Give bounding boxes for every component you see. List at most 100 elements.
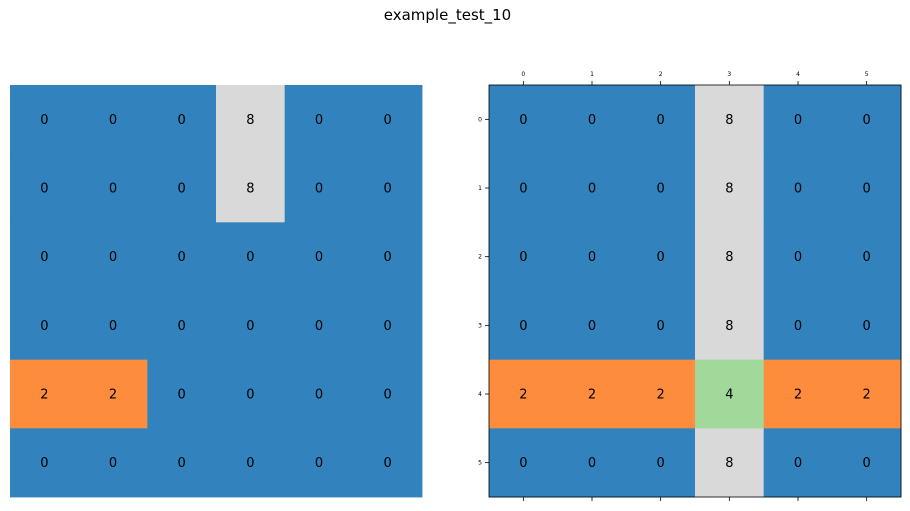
cell-value-label: 0 (315, 113, 323, 128)
grid-cell (626, 85, 696, 155)
grid-cell (832, 428, 902, 498)
grid-cell (78, 222, 148, 292)
cell-value-label: 8 (246, 182, 254, 197)
cell-value-label: 0 (794, 250, 802, 265)
cell-value-label: 0 (794, 182, 802, 197)
cell-value-label: 0 (315, 388, 323, 403)
grid-cell (626, 153, 696, 223)
cell-value-label: 0 (315, 182, 323, 197)
grid-cell (284, 85, 354, 155)
cell-value-label: 0 (863, 456, 871, 471)
cell-value-label: 2 (863, 388, 871, 403)
grid-cell (763, 153, 833, 223)
grid-cell (763, 359, 833, 429)
grid-cell (216, 222, 286, 292)
y-tick-label: 2 (478, 254, 482, 261)
cell-value-label: 2 (109, 388, 117, 403)
cell-value-label: 0 (863, 182, 871, 197)
grid-cell (147, 153, 217, 223)
x-tick-label: 0 (521, 71, 525, 78)
cell-value-label: 0 (863, 113, 871, 128)
grid-cell (695, 428, 765, 498)
cell-value-label: 0 (657, 113, 665, 128)
grid-cell (147, 359, 217, 429)
grid-cell (489, 291, 559, 361)
grid-cell (489, 428, 559, 498)
grid-cell (353, 291, 423, 361)
grid-cell (832, 359, 902, 429)
grid-cell (626, 359, 696, 429)
grid-cell (216, 359, 286, 429)
cell-value-label: 0 (657, 319, 665, 334)
grid-cell (763, 428, 833, 498)
grid-cell (626, 222, 696, 292)
cell-value-label: 0 (315, 319, 323, 334)
grid-cell (557, 153, 627, 223)
cell-value-label: 0 (519, 319, 527, 334)
cell-value-label: 0 (246, 388, 254, 403)
grid-cell (147, 222, 217, 292)
grid-cell (557, 222, 627, 292)
grid-cell (832, 222, 902, 292)
cell-value-label: 0 (40, 456, 48, 471)
grid-cell (695, 291, 765, 361)
cell-value-label: 4 (725, 388, 733, 403)
grid-cell (626, 428, 696, 498)
grid-cell (78, 428, 148, 498)
grid-cell (78, 291, 148, 361)
x-tick-label: 4 (796, 71, 800, 78)
cell-value-label: 0 (588, 182, 596, 197)
grid-cell (763, 291, 833, 361)
cell-value-label: 0 (178, 182, 186, 197)
grid-cell (10, 428, 80, 498)
y-tick-label: 5 (478, 460, 482, 467)
grid-cell (10, 153, 80, 223)
grid-cell (353, 85, 423, 155)
cell-value-label: 0 (384, 388, 392, 403)
grid-cell (216, 291, 286, 361)
grid-cell (10, 85, 80, 155)
cell-value-label: 0 (178, 456, 186, 471)
grid-cell (10, 291, 80, 361)
cell-value-label: 0 (588, 250, 596, 265)
cell-value-label: 2 (519, 388, 527, 403)
cell-value-label: 8 (725, 182, 733, 197)
cell-value-label: 0 (384, 250, 392, 265)
cell-value-label: 0 (315, 456, 323, 471)
grid-cell (216, 153, 286, 223)
grid-cell (695, 222, 765, 292)
cell-value-label: 0 (246, 250, 254, 265)
output-grid: 0 0 0 8 0 0 0 0 0 8 0 0 0 0 0 8 0 0 0 0 0 8 0 0 2 2 2 4 2 2 0 0 0 8 0 0 0 1 2 3… (478, 71, 902, 501)
cell-value-label: 0 (40, 182, 48, 197)
cell-value-label: 2 (40, 388, 48, 403)
cell-value-label: 0 (109, 456, 117, 471)
cell-value-label: 0 (863, 250, 871, 265)
grid-cell (557, 291, 627, 361)
grid-cell (489, 359, 559, 429)
grid-cell (10, 359, 80, 429)
grid-cell (216, 428, 286, 498)
cell-value-label: 0 (519, 113, 527, 128)
x-tick-label: 1 (590, 71, 594, 78)
cell-value-label: 0 (40, 319, 48, 334)
grid-cell (216, 85, 286, 155)
cell-value-label: 0 (794, 456, 802, 471)
grid-cell (489, 153, 559, 223)
cell-value-label: 0 (588, 456, 596, 471)
cell-value-label: 2 (588, 388, 596, 403)
axes-frame (488, 84, 902, 498)
figure-title: example_test_10 (383, 6, 512, 24)
cell-value-label: 8 (725, 319, 733, 334)
grid-cell (557, 359, 627, 429)
input-grid: 0 0 0 8 0 0 0 0 0 8 0 0 0 0 0 0 0 0 0 0 0 0 0 0 2 2 0 0 0 0 0 0 0 0 0 0 (10, 85, 423, 498)
x-tick-label: 2 (659, 71, 663, 78)
grid-cell (147, 291, 217, 361)
cell-value-label: 0 (657, 456, 665, 471)
grid-cell (832, 153, 902, 223)
cell-value-label: 8 (725, 456, 733, 471)
grid-cell (284, 428, 354, 498)
cell-value-label: 0 (384, 319, 392, 334)
cell-value-label: 0 (588, 319, 596, 334)
grid-cell (284, 291, 354, 361)
cell-value-label: 0 (40, 113, 48, 128)
